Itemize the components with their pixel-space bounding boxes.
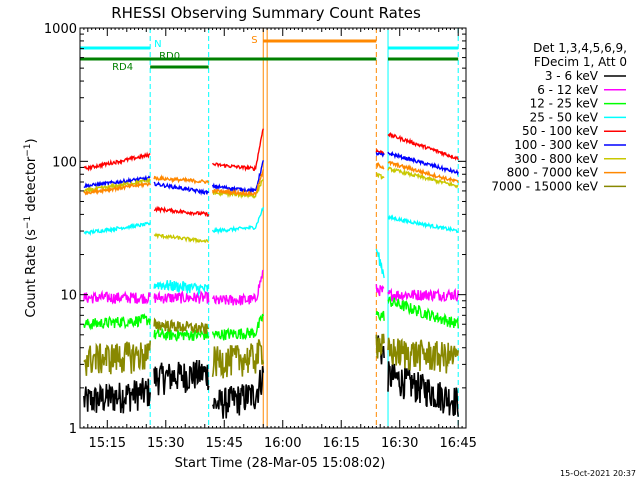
series-line (387, 132, 459, 161)
x-tick-label: 16:30 (381, 436, 418, 451)
series-line (375, 172, 385, 180)
x-tick-label: 16:15 (322, 436, 359, 451)
series-line (211, 269, 264, 306)
flag-bars: N S RD0 RD4 (80, 35, 459, 73)
series-line (83, 177, 151, 194)
series-line (387, 160, 459, 184)
flag-bar-rd4: RD4 (112, 62, 209, 73)
x-tick-label: 16:00 (264, 436, 301, 451)
flag-bar-n: N (80, 39, 459, 50)
series-line (375, 333, 385, 359)
series-100-300-kev (83, 150, 459, 196)
x-tick-label: 16:45 (439, 436, 476, 451)
series-line (376, 161, 385, 170)
plot-frame (79, 27, 467, 429)
series-line (83, 221, 151, 236)
y-tick-label: 1000 (44, 22, 77, 37)
series-line (375, 248, 385, 279)
legend-label: 800 - 7000 keV (507, 166, 599, 180)
series-line (387, 150, 459, 176)
x-tick-label: 15:15 (89, 436, 126, 451)
series-line (211, 160, 264, 195)
series-line (83, 312, 151, 331)
series-lines (83, 128, 459, 419)
legend-label: 12 - 25 keV (530, 97, 599, 111)
x-tick-label: 15:45 (206, 436, 243, 451)
series-line (153, 317, 210, 334)
series-line (153, 280, 210, 297)
series-line (211, 339, 265, 379)
series-line (387, 361, 459, 417)
legend-header: Det 1,3,4,5,6,9, (533, 41, 627, 55)
flag-bar-s: S (251, 35, 377, 46)
series-line (387, 214, 459, 234)
series-line (375, 284, 385, 297)
series-line (375, 151, 385, 158)
legend-label: 3 - 6 keV (545, 69, 599, 83)
series-12-25-kev (83, 296, 459, 342)
legend-label: 300 - 800 keV (514, 152, 598, 166)
legend-label: 25 - 50 keV (530, 110, 599, 124)
chart-title: RHESSI Observing Summary Count Rates (111, 4, 421, 22)
flag-label: RD0 (159, 51, 180, 62)
series-line (83, 289, 151, 305)
date-stamp: 15-Oct-2021 20:37 (560, 469, 636, 478)
y-tick-label: 1 (69, 422, 77, 437)
series-line (153, 327, 210, 342)
series-50-100-kev (83, 128, 459, 217)
flag-label: S (251, 35, 257, 46)
series-25-50-kev (83, 207, 459, 297)
legend-header: FDecim 1, Att 0 (534, 55, 627, 69)
series-line (83, 174, 151, 189)
axes: 1 10 100 1000 15:15 15:30 15:45 16:00 16:15 16:30… (44, 22, 477, 451)
series-line (387, 166, 459, 189)
series-line (211, 207, 264, 235)
series-line (153, 290, 210, 304)
x-tick-label: 15:30 (147, 436, 184, 451)
series-line (211, 366, 265, 419)
y-tick-label: 10 (60, 289, 77, 304)
legend-label: 100 - 300 keV (514, 138, 598, 152)
series-line (153, 232, 209, 244)
series-line (211, 128, 264, 172)
flag-label: N (154, 39, 161, 50)
legend-label: 50 - 100 keV (522, 124, 599, 138)
series-line (387, 287, 459, 303)
x-axis-label: Start Time (28-Mar-05 15:08:02) (175, 456, 386, 471)
series-line (83, 181, 151, 196)
series-line (83, 340, 151, 376)
series-line (211, 313, 264, 341)
flag-label: RD4 (112, 62, 133, 73)
series-line (375, 310, 385, 322)
series-line (83, 151, 151, 172)
series-line (375, 148, 385, 157)
series-line (153, 359, 210, 396)
series-line (153, 181, 210, 196)
vertical-markers (79, 28, 459, 428)
series-line (83, 377, 151, 414)
series-line (153, 205, 210, 217)
legend-label: 7000 - 15000 keV (491, 179, 598, 193)
legend-label: 6 - 12 keV (537, 83, 599, 97)
flag-bar-rd0: RD0 (80, 51, 459, 62)
y-tick-label: 100 (52, 155, 77, 170)
series-line (387, 296, 459, 329)
y-axis-label: Count Rate (s−1 detector−1) (23, 138, 39, 317)
series-7000-15000-kev (83, 317, 459, 379)
series-800-7000-kev (83, 160, 459, 197)
legend: Det 1,3,4,5,6,9,FDecim 1, Att 03 - 6 keV… (491, 41, 627, 193)
series-line (387, 337, 459, 374)
series-6-12-kev (83, 269, 459, 306)
series-line (153, 174, 210, 185)
series-line (211, 169, 264, 197)
